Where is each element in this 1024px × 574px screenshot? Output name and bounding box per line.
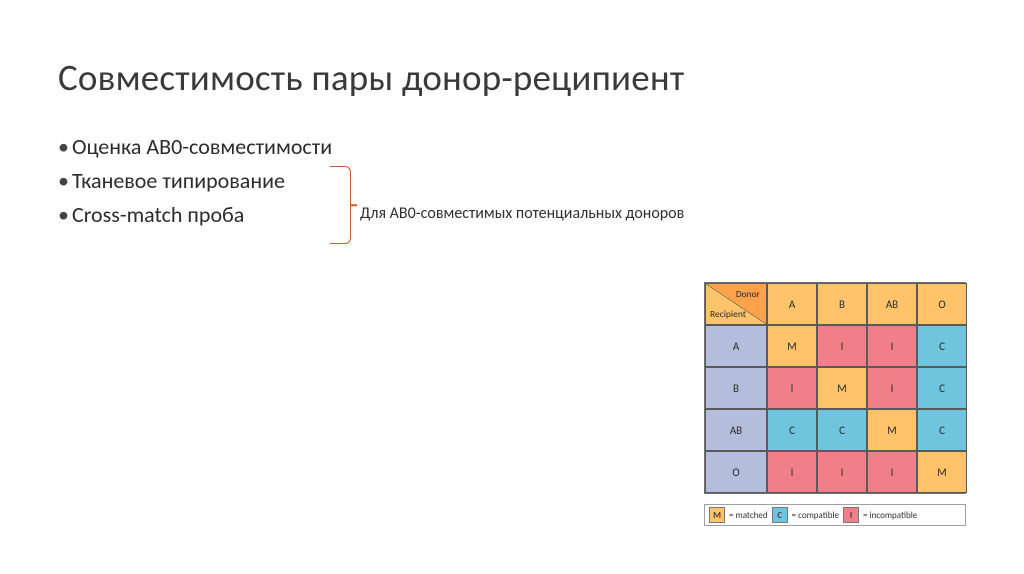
column-header: A (767, 283, 817, 325)
row-header: O (705, 451, 767, 493)
row-header: B (705, 367, 767, 409)
legend-label: = compatible (792, 510, 839, 521)
bullet-text: Оценка АВ0-совместимости (72, 130, 332, 164)
bullet-list: • Оценка АВ0-совместимости • Тканевое ти… (58, 130, 332, 232)
bullet-text: Cross-match проба (72, 198, 244, 232)
slide-title: Совместимость пары донор-реципиент (58, 55, 684, 100)
corner-recipient-label: Recipient (710, 308, 746, 320)
compat-cell: I (867, 367, 917, 409)
compat-cell: C (767, 409, 817, 451)
column-header: B (817, 283, 867, 325)
bullet-dot-icon: • (58, 164, 72, 198)
legend-swatch: C (772, 507, 788, 523)
legend-label: = matched (729, 510, 768, 521)
column-header: AB (867, 283, 917, 325)
bracket-annotation: Для АВ0-совместимых потенциальных доноро… (360, 204, 684, 223)
row-header: A (705, 325, 767, 367)
compat-cell: I (867, 451, 917, 493)
bullet-dot-icon: • (58, 198, 72, 232)
compat-cell: I (817, 451, 867, 493)
bullet-dot-icon: • (58, 130, 72, 164)
bullet-text: Тканевое типирование (72, 164, 285, 198)
abo-legend: M = matched C = compatible I = incompatible (704, 504, 966, 526)
bullet-item: • Оценка АВ0-совместимости (58, 130, 332, 164)
compat-cell: M (817, 367, 867, 409)
table-corner: Donor Recipient (705, 283, 767, 325)
column-header: O (917, 283, 967, 325)
bullet-item: • Тканевое типирование (58, 164, 332, 198)
compat-cell: M (867, 409, 917, 451)
abo-compatibility-table: DonorRecipientABABOAMIICBIMICABCCMCOIIIM (704, 282, 966, 494)
compat-cell: M (917, 451, 967, 493)
compat-cell: C (817, 409, 867, 451)
compat-cell: I (817, 325, 867, 367)
compat-cell: I (867, 325, 917, 367)
row-header: AB (705, 409, 767, 451)
legend-swatch: M (709, 507, 725, 523)
slide: Совместимость пары донор-реципиент • Оце… (0, 0, 1024, 574)
corner-donor-label: Donor (736, 288, 760, 300)
compat-cell: I (767, 451, 817, 493)
compat-cell: C (917, 367, 967, 409)
legend-label: = incompatible (863, 510, 917, 521)
compat-cell: C (917, 325, 967, 367)
compat-cell: M (767, 325, 817, 367)
legend-swatch: I (843, 507, 859, 523)
bullet-item: • Cross-match проба (58, 198, 332, 232)
compat-cell: C (917, 409, 967, 451)
compat-cell: I (767, 367, 817, 409)
bracket-icon (330, 166, 351, 244)
